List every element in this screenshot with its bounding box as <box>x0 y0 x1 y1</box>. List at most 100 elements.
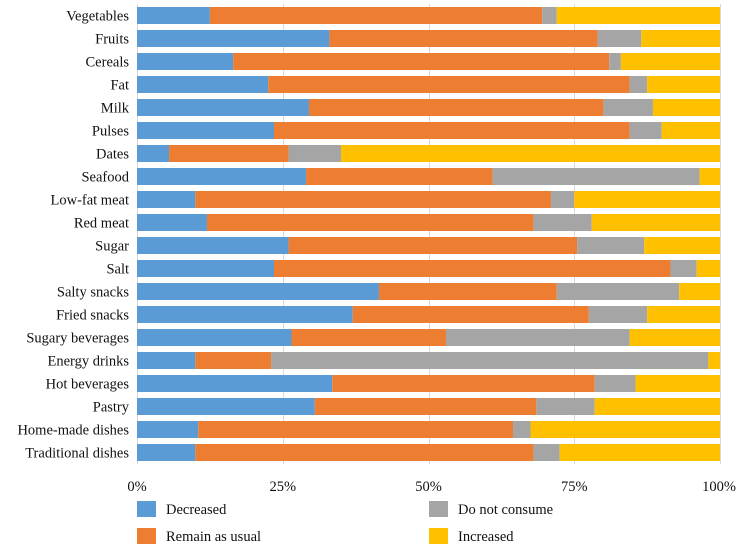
x-tick-label: 50% <box>415 479 442 495</box>
legend-swatch <box>429 528 448 544</box>
category-label: Sugar <box>95 239 129 255</box>
bar-segment <box>198 421 514 438</box>
bar-segment <box>137 214 207 231</box>
category-label: Seafood <box>81 170 129 186</box>
bar-segment <box>271 352 709 369</box>
bar-segment <box>577 237 645 254</box>
bar-segment <box>137 352 196 369</box>
bar-segment <box>533 444 560 461</box>
category-label: Pulses <box>92 124 129 140</box>
category-label: Low-fat meat <box>50 193 129 209</box>
category-label: Salty snacks <box>57 285 129 301</box>
bar-segment <box>137 398 315 415</box>
bar-segment <box>274 260 671 277</box>
bar-segment <box>137 99 309 116</box>
bar-segment <box>137 191 196 208</box>
bar-segment <box>513 421 531 438</box>
bar-segment <box>670 260 697 277</box>
category-label: Vegetables <box>66 9 129 25</box>
bar-segment <box>550 191 575 208</box>
gridlines <box>137 4 721 464</box>
bar-segment <box>137 375 333 392</box>
bar-segment <box>629 122 662 139</box>
bar-segment <box>195 444 534 461</box>
bar-segment <box>588 306 648 323</box>
bar-segment <box>137 306 353 323</box>
bar-segment <box>629 329 720 346</box>
category-label: Cereals <box>86 55 130 71</box>
bar-segment <box>378 283 557 300</box>
bar-segment <box>445 329 630 346</box>
legend-label: Decreased <box>166 502 227 518</box>
bar-segment <box>661 122 720 139</box>
legend-swatch <box>429 501 448 517</box>
bar-segment <box>209 7 543 24</box>
category-label: Dates <box>96 147 129 163</box>
bar-segment <box>559 444 720 461</box>
bar-segment <box>137 53 234 70</box>
bar-segment <box>137 168 307 185</box>
bar-segment <box>597 30 642 47</box>
category-label: Salt <box>106 262 129 278</box>
bar-segment <box>274 122 630 139</box>
bar-segment <box>594 398 720 415</box>
bar-segment <box>679 283 720 300</box>
bar-segment <box>647 76 720 93</box>
bar-segment <box>635 375 720 392</box>
bar-segment <box>137 7 210 24</box>
bar-segment <box>137 145 170 162</box>
bar-segment <box>696 260 720 277</box>
bar-segment <box>137 30 330 47</box>
x-tick-label: 75% <box>561 479 588 495</box>
category-label: Home-made dishes <box>17 423 129 439</box>
bar-segment <box>542 7 557 24</box>
legend: Decreased Do not consume Remain as usual In… <box>137 501 553 545</box>
legend-label: Remain as usual <box>166 529 261 545</box>
legend-swatch <box>137 501 156 517</box>
x-tick-label: 100% <box>702 479 736 495</box>
bar-segment <box>291 329 446 346</box>
bar-segment <box>352 306 589 323</box>
legend-label: Increased <box>458 529 514 545</box>
legend-swatch <box>137 528 156 544</box>
bar-segment <box>629 76 648 93</box>
bar-segment <box>332 375 595 392</box>
category-label: Pastry <box>93 400 130 416</box>
bar-segment <box>620 53 720 70</box>
bar-segment <box>137 283 379 300</box>
bar-segment <box>268 76 630 93</box>
bar-segment <box>137 260 275 277</box>
bar-segment <box>603 99 653 116</box>
bar-segment <box>641 30 720 47</box>
bar-segment <box>137 122 275 139</box>
bar-segment <box>306 168 493 185</box>
category-label: Energy drinks <box>48 354 130 370</box>
legend-label: Do not consume <box>458 502 553 518</box>
bar-segment <box>530 421 720 438</box>
bar-segment <box>308 99 604 116</box>
bar-segment <box>288 237 578 254</box>
bar-segment <box>137 237 289 254</box>
bar-segment <box>644 237 720 254</box>
category-label: Hot beverages <box>46 377 130 393</box>
category-label: Red meat <box>74 216 129 232</box>
bar-segment <box>341 145 720 162</box>
bar-segment <box>288 145 342 162</box>
bar-segment <box>137 329 292 346</box>
bar-segment <box>536 398 595 415</box>
bar-segment <box>492 168 700 185</box>
category-label: Fruits <box>95 32 129 48</box>
bar-segment <box>195 352 272 369</box>
bar-segment <box>533 214 592 231</box>
category-label: Traditional dishes <box>25 446 129 462</box>
bar-segment <box>591 214 720 231</box>
bar-segment <box>314 398 537 415</box>
bar-segment <box>233 53 610 70</box>
bar-segment <box>137 421 199 438</box>
x-tick-label: 0% <box>127 479 146 495</box>
bar-segment <box>699 168 720 185</box>
bar-segment <box>652 99 720 116</box>
category-labels: Vegetables Fruits Cereals Fat Milk Pulses Date… <box>17 9 129 462</box>
bar-segment <box>609 53 621 70</box>
